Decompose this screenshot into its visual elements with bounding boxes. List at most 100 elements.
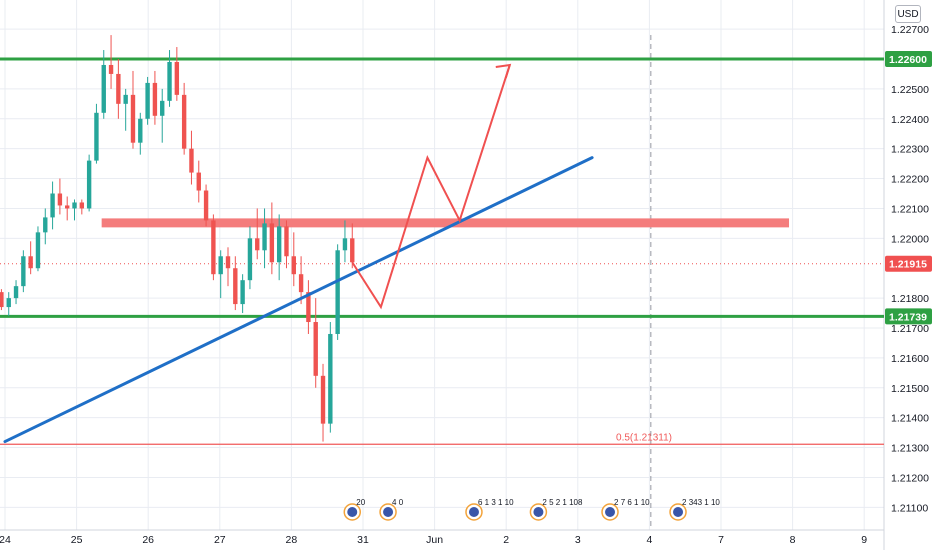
candle-body — [72, 202, 77, 209]
candle-body — [160, 100, 165, 116]
time-tick-label: 7 — [718, 534, 724, 546]
time-tick-label: 24 — [0, 534, 11, 546]
horizontal-lines[interactable] — [0, 57, 884, 445]
time-tick-label: 3 — [575, 534, 581, 546]
price-tick-label: 1.21500 — [891, 383, 929, 395]
candle-body — [108, 64, 114, 74]
price-tick-label: 1.22000 — [891, 233, 929, 245]
price-axis[interactable]: 1.22700 1.22500 1.22400 1.22300 1.22200 1.221… — [891, 24, 929, 514]
candle-body — [335, 250, 340, 334]
candle-body — [225, 256, 231, 269]
event-marker[interactable]: 4 0 — [379, 498, 404, 521]
candle-body — [152, 82, 158, 116]
price-tick-label: 1.22100 — [891, 203, 929, 215]
flag-icon — [673, 507, 684, 517]
chart-grid — [0, 0, 885, 550]
candle-body — [284, 226, 289, 257]
candle-body — [291, 256, 296, 275]
candle-body — [145, 82, 150, 119]
candle-body — [43, 217, 48, 233]
candle-body — [342, 238, 348, 251]
candle-body — [174, 61, 180, 95]
price-tick-label: 1.22400 — [891, 114, 929, 126]
time-tick-label: 8 — [790, 534, 796, 546]
time-tick-label: 27 — [214, 534, 226, 546]
candle-body — [313, 322, 318, 376]
candle-body — [240, 280, 245, 305]
candle-body — [269, 223, 275, 263]
event-label: 20 — [356, 498, 365, 507]
time-tick-label: 28 — [286, 534, 298, 546]
time-tick-label: 26 — [142, 534, 154, 546]
candle-body — [181, 94, 187, 149]
price-tags: 1.22600 1.21915 1.21739 — [885, 51, 932, 325]
trend-line-segment[interactable] — [3, 156, 594, 444]
candle-body — [79, 202, 85, 209]
price-tick-label: 1.21200 — [891, 472, 929, 484]
price-tick-label: 1.21100 — [891, 502, 928, 514]
candle-body — [233, 268, 238, 305]
time-tick-label: 4 — [646, 534, 652, 546]
candle-body — [298, 274, 304, 293]
price-tick-label: 1.22200 — [891, 174, 929, 186]
price-tick-label: 1.22700 — [891, 24, 929, 36]
projection-polyline[interactable] — [351, 64, 511, 310]
candle-body — [35, 232, 41, 269]
candle-body — [101, 64, 106, 113]
event-label: 4 0 — [392, 498, 404, 507]
candle-body — [65, 205, 70, 209]
price-tag-label: 1.21739 — [889, 311, 927, 323]
time-tick-label: Jun — [426, 534, 443, 546]
candle-body — [350, 238, 355, 263]
candle-body — [262, 223, 267, 251]
projection-arrowhead — [495, 63, 512, 79]
candle-body — [28, 256, 33, 269]
price-tag — [885, 308, 932, 325]
candle-body — [138, 118, 143, 143]
candle-body — [130, 94, 136, 143]
event-label: 2 343 1 10 — [682, 498, 720, 507]
price-tag-label: 1.21915 — [889, 259, 927, 271]
event-marker[interactable]: 2 343 1 10 — [669, 498, 720, 521]
price-tick-label: 1.21700 — [891, 323, 929, 335]
candle-body — [0, 292, 4, 308]
candle-body — [255, 238, 260, 251]
candle-body — [218, 256, 223, 275]
candlestick-series — [0, 35, 355, 442]
resistance-zone-rect[interactable] — [101, 218, 790, 228]
candle-body — [57, 193, 63, 206]
price-tick-label: 1.21800 — [891, 293, 929, 305]
time-axis[interactable]: 24 25 26 27 28 31 Jun 2 3 4 7 8 9 — [0, 534, 867, 546]
price-tag — [885, 255, 932, 272]
event-label: 2 5 2 1 108 — [542, 498, 583, 507]
price-tick-label: 1.22500 — [891, 84, 929, 96]
event-marker[interactable]: 6 1 3 1 10 — [465, 498, 514, 521]
time-tick-label: 2 — [503, 534, 509, 546]
price-tag — [885, 51, 932, 67]
flag-icon — [533, 507, 544, 517]
flag-icon — [605, 507, 616, 517]
price-tag-label: 1.22600 — [889, 54, 927, 66]
projection-path[interactable] — [351, 63, 512, 310]
candle-body — [50, 193, 55, 218]
flag-icon — [468, 507, 479, 517]
candle-body — [13, 286, 19, 299]
candle-body — [86, 160, 92, 209]
price-tick-label: 1.21400 — [891, 413, 929, 425]
candle-body — [196, 172, 201, 191]
candle-body — [123, 94, 128, 104]
event-marker[interactable]: 20 — [343, 498, 366, 521]
resistance-zone[interactable] — [101, 218, 790, 228]
candle-body — [320, 375, 326, 424]
time-tick-label: 25 — [71, 534, 83, 546]
economic-event-markers[interactable]: 20 4 0 6 1 3 1 10 2 5 2 1 108 2 7 6 1 10 2 34… — [343, 498, 720, 521]
flag-icon — [383, 507, 394, 517]
event-marker[interactable]: 2 5 2 1 108 — [529, 498, 583, 521]
event-label: 2 7 6 1 10 — [614, 498, 650, 507]
price-tick-label: 1.21600 — [891, 353, 929, 365]
event-marker[interactable]: 2 7 6 1 10 — [601, 498, 650, 521]
trend-line[interactable] — [3, 156, 594, 444]
fib-level-label: 0.5(1.21311) — [616, 432, 672, 443]
currency-badge[interactable]: USD — [895, 5, 921, 23]
